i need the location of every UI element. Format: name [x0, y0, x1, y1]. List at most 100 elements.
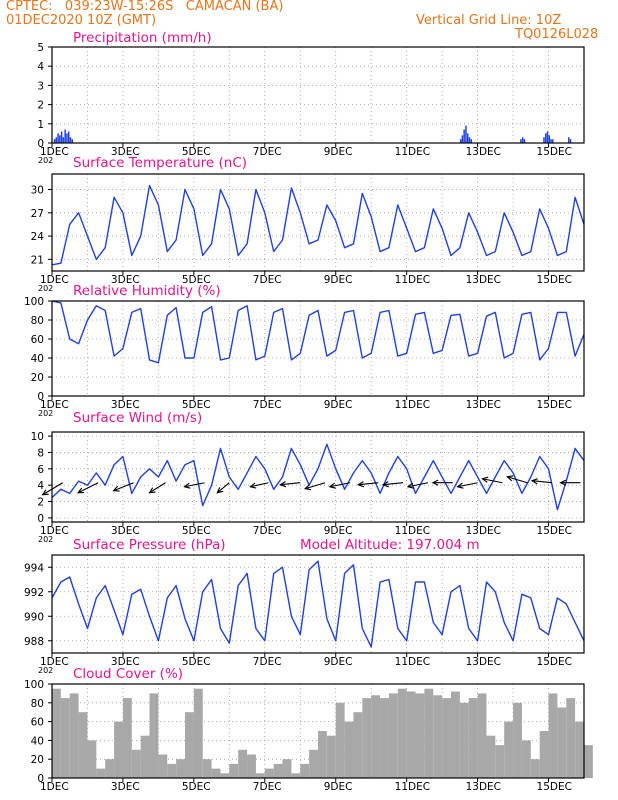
- temp-title: Surface Temperature (nC): [73, 155, 247, 171]
- rh-frame: [51, 300, 585, 397]
- precip-title: Precipitation (mm/h): [73, 30, 212, 46]
- precip-bar: [60, 131, 63, 143]
- wind-arrow: [42, 482, 63, 496]
- precip-bar: [62, 137, 65, 143]
- precip-bar: [544, 133, 547, 143]
- precip-bar: [546, 131, 549, 143]
- wind-line: [51, 443, 585, 511]
- temp-xtick-label: 9DEC: [324, 274, 353, 286]
- cloud-bar: [247, 754, 256, 778]
- precip-xtick-label: 7DEC: [253, 146, 282, 158]
- cloud-bar: [122, 698, 132, 778]
- pressure-xtick-label: 15DEC: [537, 656, 572, 668]
- cloud-bar: [60, 698, 70, 778]
- pressure-xtick-label: 9DEC: [324, 656, 353, 668]
- precip-bar: [543, 137, 545, 143]
- wind-title: Surface Wind (m/s): [73, 410, 202, 426]
- wind-arrow: [457, 482, 478, 488]
- cloud-xtick-label: 11DEC: [395, 781, 430, 793]
- cloud-bar: [149, 693, 159, 778]
- wind-arrow: [77, 482, 99, 494]
- cloud-bar: [451, 691, 460, 778]
- wind-xtick-label: 5DEC: [182, 525, 211, 537]
- wind-arrow: [482, 478, 503, 484]
- cloud-bar: [477, 693, 487, 778]
- precip-bar: [470, 139, 473, 143]
- cloud-bar: [566, 698, 576, 778]
- cloud-bar: [238, 749, 248, 778]
- temp-xtick-label: 7DEC: [253, 274, 282, 286]
- temp-ytick-label: 21: [31, 254, 44, 266]
- precip-bar: [468, 137, 471, 143]
- cloud-bar: [282, 759, 292, 778]
- wind-arrow: [329, 482, 351, 488]
- wind-arrow: [216, 482, 230, 494]
- pressure-ytick-label: 988: [24, 636, 44, 648]
- precip-bar: [53, 139, 56, 143]
- cloud-bar: [557, 707, 567, 778]
- cloud-bar: [220, 773, 230, 778]
- temp-xtick-label: 5DEC: [182, 274, 211, 286]
- wind-year-label: 202: [38, 535, 53, 544]
- cloud-bar: [415, 693, 425, 778]
- cloud-ytick-label: 60: [31, 717, 44, 729]
- cloud-bar: [530, 759, 540, 778]
- wind-arrow: [113, 482, 134, 492]
- wind-arrow-head: [148, 487, 156, 494]
- rh-ytick-label: 60: [31, 334, 44, 346]
- cloud-xtick-label: 15DEC: [537, 781, 572, 793]
- cloud-bar: [397, 688, 407, 778]
- precip-bar: [465, 125, 467, 143]
- pressure-xtick-label: 3DEC: [111, 656, 140, 668]
- pressure-title: Surface Pressure (hPa): [73, 537, 226, 553]
- rh-year-label: 202: [38, 409, 53, 418]
- wind-arrow: [407, 482, 429, 488]
- wind-ytick-label: 2: [37, 497, 44, 509]
- temp-xtick-label: 1DEC: [40, 274, 69, 286]
- wind-ytick-label: 0: [37, 513, 44, 525]
- precip-frame: [51, 46, 585, 144]
- wind-arrow-head: [183, 482, 191, 489]
- pressure-xtick-label: 11DEC: [395, 656, 430, 668]
- precip-ytick-label: 3: [37, 80, 44, 92]
- wind-arrow-head: [530, 478, 538, 485]
- precip-bar: [550, 139, 552, 143]
- cloud-bar: [433, 695, 443, 778]
- cloud-bar: [504, 721, 514, 778]
- precip-ytick-label: 5: [37, 42, 44, 54]
- precip-bar: [569, 139, 572, 143]
- wind-arrow-head: [216, 487, 224, 494]
- rh-ytick-label: 100: [24, 296, 44, 308]
- pressure-ytick-label: 990: [24, 611, 44, 623]
- wind-arrow: [250, 482, 269, 488]
- precip-bar: [568, 137, 570, 143]
- cloud-bar: [131, 749, 141, 778]
- precip-bar: [55, 137, 58, 143]
- precip-bar: [67, 131, 70, 143]
- cloud-ytick-label: 100: [24, 679, 44, 691]
- precip-bar: [59, 135, 61, 143]
- cloud-bar: [229, 763, 239, 778]
- wind-ytick-label: 6: [37, 464, 44, 476]
- precip-bar: [66, 133, 68, 143]
- cloud-bar: [193, 688, 203, 778]
- wind-arrow-head: [249, 482, 257, 489]
- wind-arrow: [304, 482, 326, 490]
- precip-bar: [71, 139, 74, 143]
- precip-bar: [520, 139, 522, 143]
- rh-xtick-label: 1DEC: [40, 399, 69, 411]
- precip-bar: [461, 135, 464, 143]
- rh-ytick-label: 80: [31, 315, 44, 327]
- cloud-bar: [584, 745, 593, 778]
- cloud-bar: [167, 763, 177, 778]
- precip-bar: [459, 139, 462, 143]
- cloud-bar: [326, 735, 336, 778]
- wind-xtick-label: 7DEC: [253, 525, 282, 537]
- cloud-xtick-label: 13DEC: [466, 781, 501, 793]
- wind-arrow: [532, 480, 553, 484]
- cloud-xtick-label: 1DEC: [40, 781, 69, 793]
- cloud-bar: [362, 698, 372, 778]
- temp-xtick-label: 3DEC: [111, 274, 140, 286]
- temp-ytick-label: 27: [31, 208, 44, 220]
- wind-xtick-label: 15DEC: [537, 525, 572, 537]
